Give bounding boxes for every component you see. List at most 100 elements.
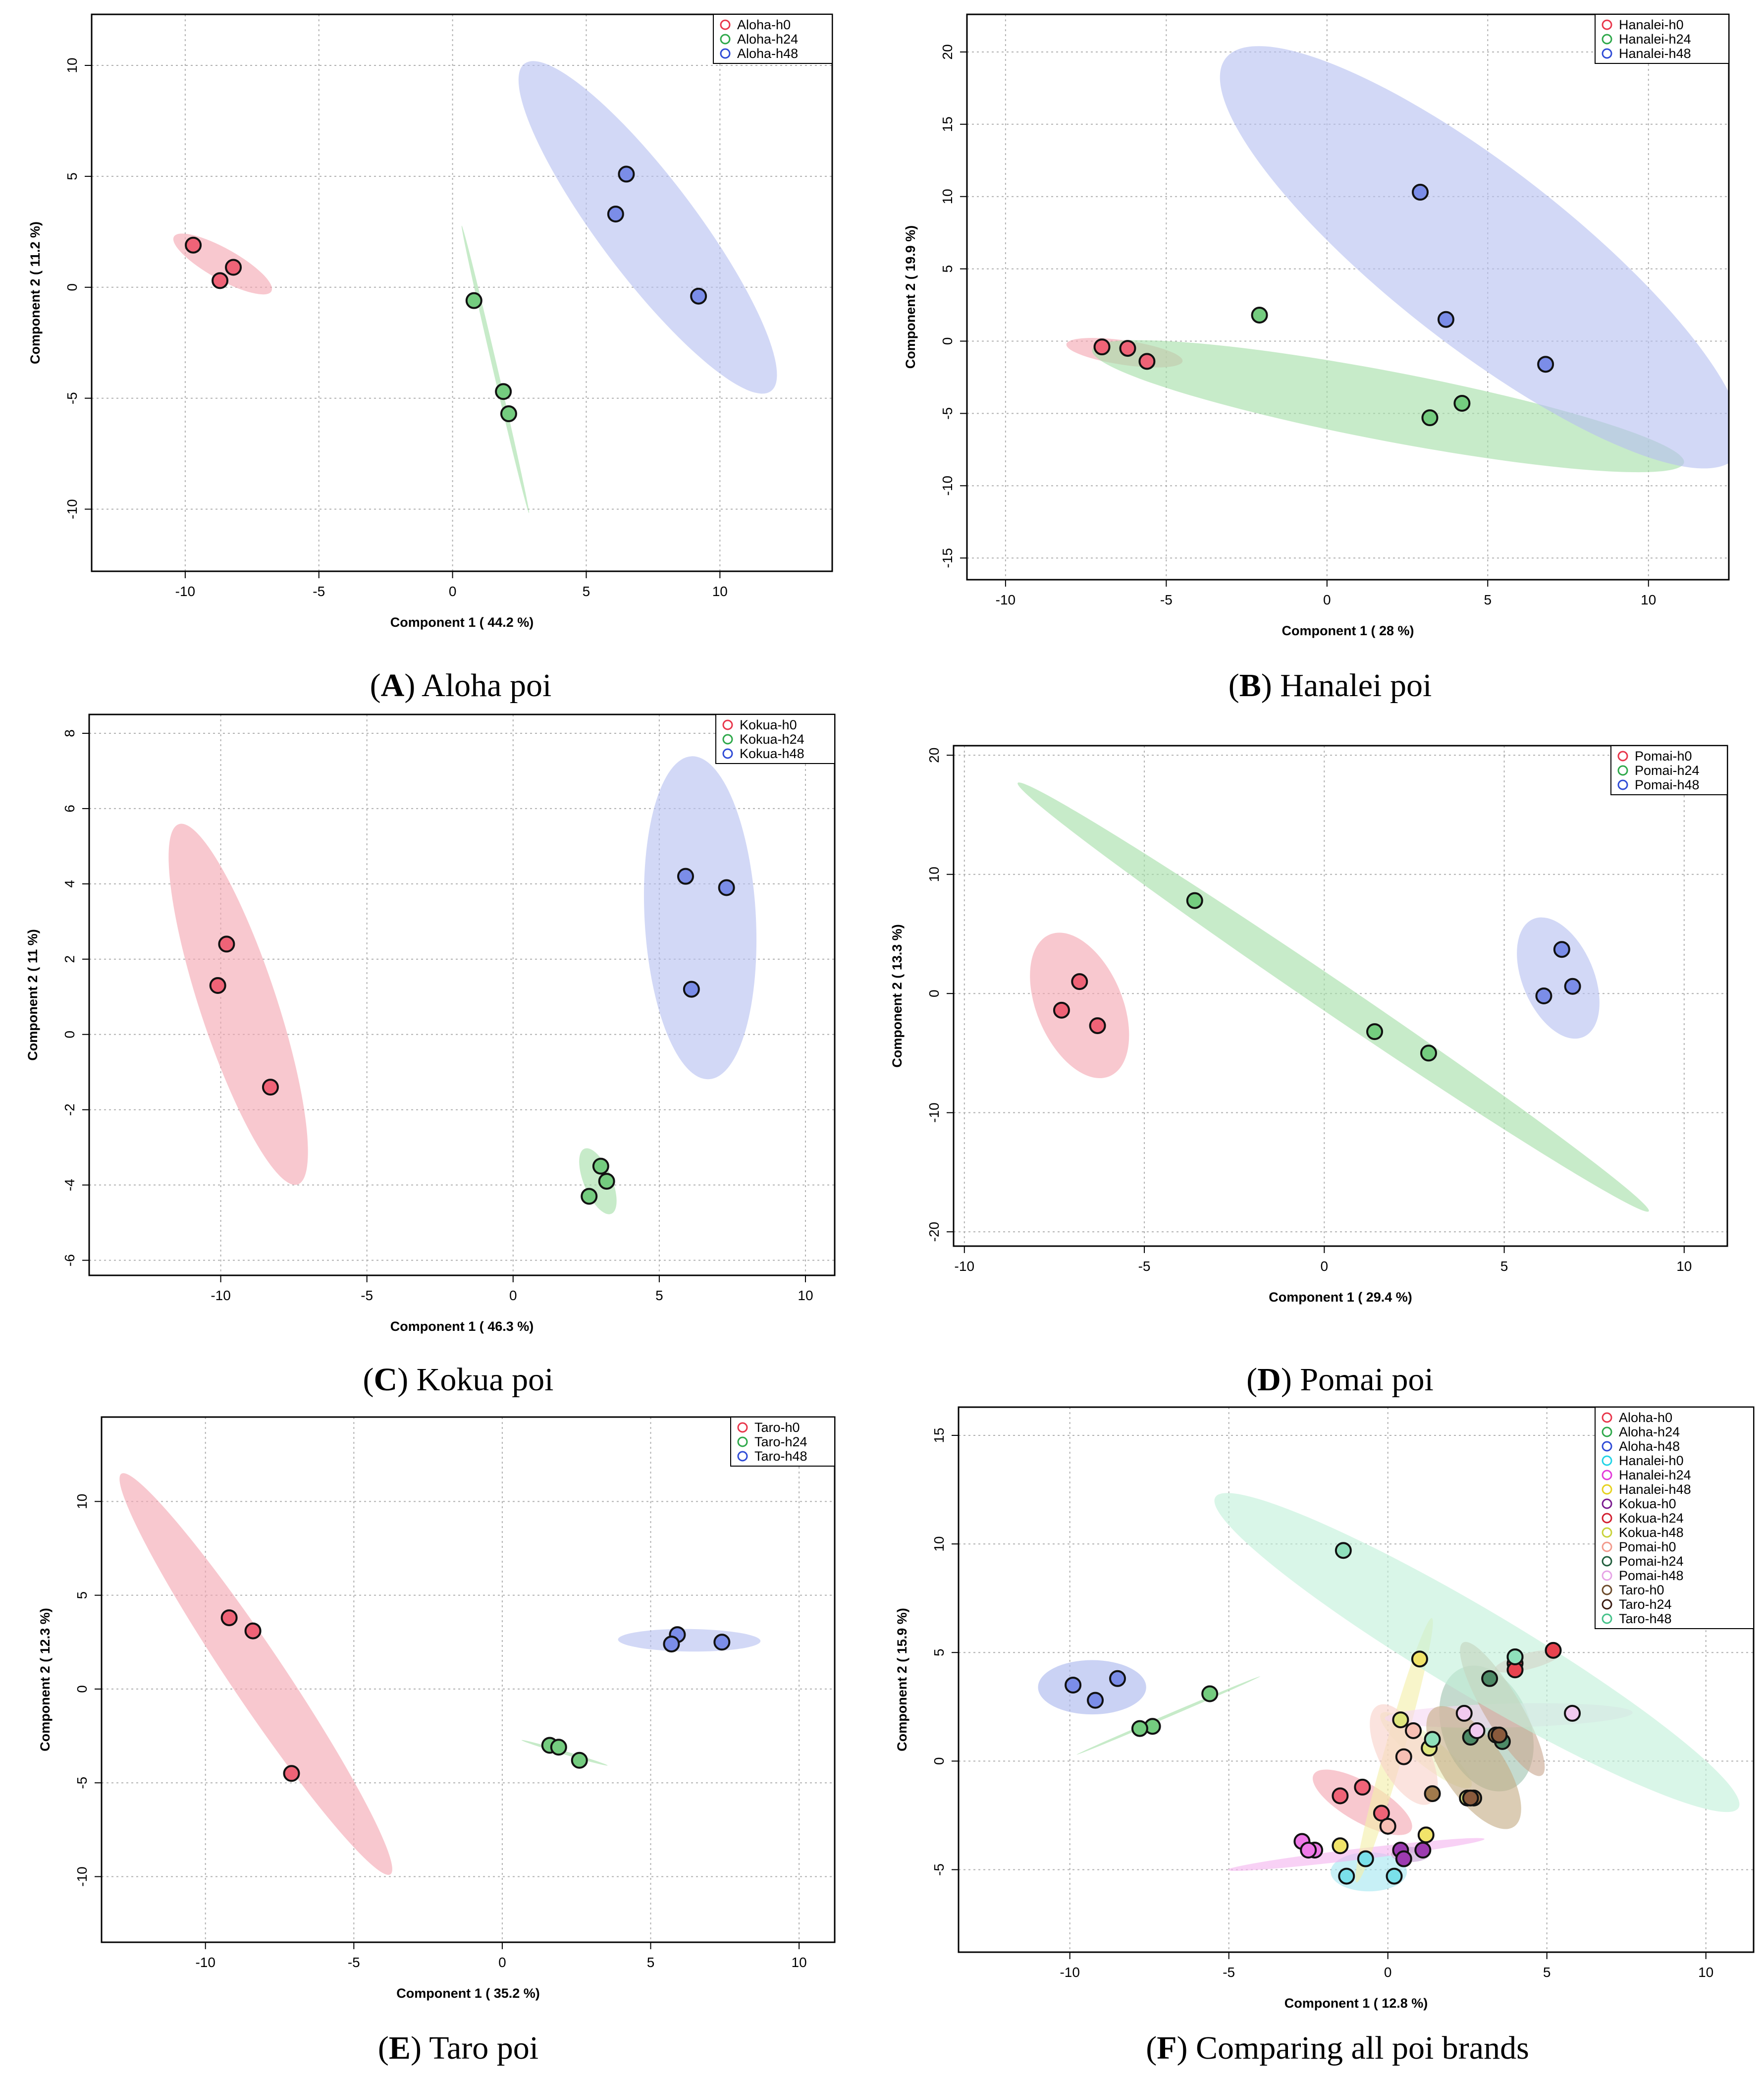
legend-marker-hanalei-h48 [1602,48,1612,59]
point-kokua-h0 [218,935,235,953]
x-tick-label: 0 [449,584,457,599]
y-tick-label: 0 [931,1757,947,1765]
point-hanalei-h0 [1338,1867,1355,1885]
ellipse-aloha-h0 [173,233,272,295]
x-tick-label: -5 [1160,592,1173,607]
legend-marker-hanalei-h0 [1602,1455,1612,1466]
point-hanalei-h48 [1417,1826,1435,1844]
point-pomai-h24 [1481,1670,1498,1687]
confidence-ellipses [1017,782,1649,1212]
point-kokua-h24 [592,1157,609,1175]
legend-label-pomai-h24: Pomai-h24 [1635,763,1700,778]
x-tick-label: 0 [1384,1965,1392,1980]
point-pomai-h0 [1071,973,1088,990]
x-tick-label: 10 [792,1955,807,1970]
caption-open-paren: ( [1246,1362,1257,1398]
point-aloha-h0 [1373,1805,1390,1822]
legend-marker-pomai-h24 [1602,1556,1612,1567]
legend-label-taro-h0: Taro-h0 [1619,1583,1664,1597]
x-tick-label: 5 [583,584,590,599]
legend-box [715,714,835,764]
plot-frame [958,1406,1755,1953]
ellipse-pomai-h48 [1517,917,1600,1039]
panel-caption: (E) Taro poi [378,2030,538,2066]
legend-marker-aloha-h48 [1602,1441,1612,1452]
point-aloha-h48 [1065,1676,1082,1694]
ellipse-aloha-h48 [518,61,777,394]
point-hanalei-h24 [1453,394,1471,412]
legend-label-aloha-h48: Aloha-h48 [1619,1439,1680,1454]
point-aloha-h24 [465,292,482,309]
point-taro-h24 [571,1752,588,1769]
y-tick-label: 15 [940,116,955,132]
y-tick-label: -5 [940,407,955,420]
y-axis-label: Component 2 ( 11.2 %) [28,221,43,364]
y-tick-label: 0 [64,283,80,291]
data-points [209,868,735,1205]
legend-marker-aloha-h24 [720,34,731,45]
legend-marker-taro-h48 [1602,1613,1612,1624]
point-hanalei-h24 [1251,306,1268,324]
legend-label-kokua-h48: Kokua-h48 [740,746,804,761]
x-tick-label: 10 [1676,1259,1692,1274]
point-aloha-h24 [1131,1720,1148,1737]
point-taro-h24 [1491,1726,1508,1744]
y-axis: -10 -5 0 5 10 Component 2 ( 11.2 %) [28,57,92,519]
legend-label-pomai-h48: Pomai-h48 [1635,777,1700,792]
legend-label-aloha-h0: Aloha-h0 [737,17,791,32]
panel-caption: (D) Pomai poi [1246,1362,1434,1398]
caption-letter: F [1157,2030,1176,2066]
caption-text: Aloha poi [422,667,551,704]
y-axis-label: Component 2 ( 11 %) [25,929,40,1061]
chart-panel-f: -10 -5 0 5 10 Component 1 ( 12.8 %) -5 0 5 10 15 Co… [895,1406,1755,2066]
point-hanalei-h0 [1138,353,1156,370]
data-points [185,165,707,423]
legend-marker-pomai-h24 [1617,765,1628,776]
data-points [220,1609,731,1782]
ellipse-aloha-h24 [461,225,530,513]
legend-marker-taro-h24 [1602,1599,1612,1610]
caption-open-paren: ( [363,1362,374,1398]
x-tick-label: 10 [1698,1965,1713,1980]
y-tick-label: -10 [940,476,955,495]
caption-open-paren: ( [1229,667,1239,704]
x-tick-label: 0 [1323,592,1331,607]
y-tick-label: -15 [940,548,955,568]
point-aloha-h48 [690,287,707,305]
legend-marker-kokua-h0 [722,719,733,730]
x-tick-label: 0 [1321,1259,1329,1274]
y-tick-label: -5 [931,1863,947,1876]
point-taro-h24 [550,1739,567,1756]
point-taro-h48 [1424,1731,1441,1748]
point-kokua-h48 [677,868,694,885]
legend-box [1595,1407,1754,1629]
legend-marker-hanalei-h24 [1602,34,1612,45]
point-pomai-h0 [1395,1748,1412,1765]
point-kokua-h48 [1392,1711,1409,1729]
caption-letter: A [381,667,405,704]
ellipse-pomai-h24 [1017,782,1649,1212]
x-tick-label: 5 [1484,592,1492,607]
point-aloha-h0 [1354,1778,1371,1796]
y-axis-label: Component 2 ( 19.9 %) [903,225,918,369]
point-taro-h48 [663,1636,680,1653]
x-tick-label: -5 [1138,1259,1151,1274]
point-pomai-h0 [1405,1722,1422,1739]
confidence-ellipses [173,61,777,513]
point-taro-h48 [713,1634,731,1651]
x-tick-label: 5 [647,1955,655,1970]
legend-label-pomai-h0: Pomai-h0 [1635,749,1692,764]
caption-close-paren: ) [1177,2030,1196,2066]
y-tick-label: 2 [62,955,77,963]
legend-marker-aloha-h0 [1602,1412,1612,1423]
y-axis-label: Component 2 ( 15.9 %) [895,1608,909,1752]
legend-marker-aloha-h0 [720,19,731,30]
point-kokua-h0 [1395,1850,1412,1867]
point-kokua-h0 [1414,1842,1432,1859]
plot-frame [966,13,1730,581]
y-axis: -20 -10 0 10 20 Component 2 ( 13.3 %) [890,748,954,1242]
gridlines [102,1417,835,1942]
x-tick-label: -10 [1060,1965,1079,1980]
